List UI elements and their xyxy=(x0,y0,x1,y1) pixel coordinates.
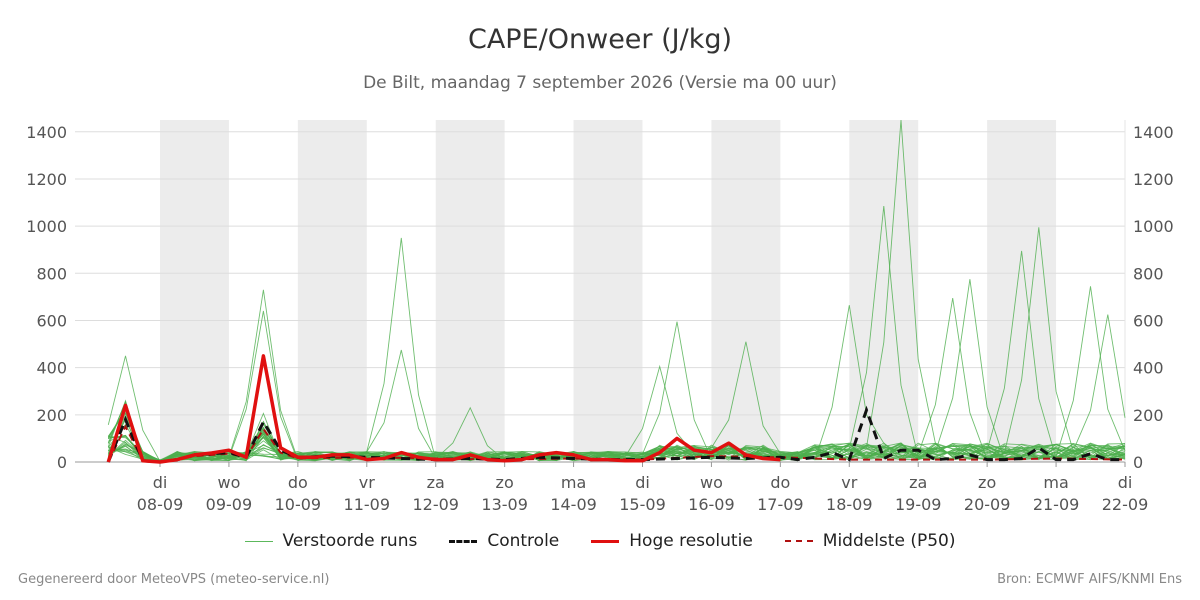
hires-swatch xyxy=(591,539,620,543)
y-tick-left: 1400 xyxy=(26,123,67,142)
x-tick-date: 08-09 xyxy=(137,495,184,514)
weekend-bands xyxy=(160,120,1057,462)
chart-subtitle: De Bilt, maandag 7 september 2026 (Versi… xyxy=(363,73,837,93)
y-tick-right: 400 xyxy=(1133,359,1164,378)
x-tick-day: wo xyxy=(217,473,240,492)
day-band xyxy=(435,120,505,462)
ensemble-run-line xyxy=(107,415,1126,462)
y-tick-left: 200 xyxy=(36,406,67,425)
ensemble-swatch xyxy=(244,540,273,542)
y-tick-right: 0 xyxy=(1133,453,1143,472)
y-tick-right: 1200 xyxy=(1133,170,1174,189)
legend-item-hires[interactable]: Hoge resolutie xyxy=(591,531,753,551)
x-tick-date: 12-09 xyxy=(412,495,459,514)
y-tick-left: 600 xyxy=(36,311,67,330)
x-tick-day: ma xyxy=(561,473,586,492)
p50-swatch xyxy=(784,540,813,542)
x-tick-date: 19-09 xyxy=(895,495,942,514)
y-tick-right: 600 xyxy=(1133,311,1164,330)
x-tick-date: 17-09 xyxy=(757,495,804,514)
legend-label-control: Controle xyxy=(487,531,560,551)
x-tick-date: 16-09 xyxy=(688,495,735,514)
x-tick-day: wo xyxy=(700,473,723,492)
x-tick-day: za xyxy=(909,473,927,492)
legend-item-control[interactable]: Controle xyxy=(449,531,559,551)
x-tick-date: 13-09 xyxy=(481,495,528,514)
tick-labels: 0 0 200 200 400 400 600 600 800 800 1000 1000 1200 12… xyxy=(26,123,1173,514)
day-band xyxy=(297,120,367,462)
y-tick-left: 1000 xyxy=(26,217,67,236)
y-tick-right: 1000 xyxy=(1133,217,1174,236)
legend-item-p50[interactable]: Middelste (P50) xyxy=(784,531,956,551)
x-tick-date: 10-09 xyxy=(275,495,322,514)
day-band xyxy=(711,120,781,462)
day-band xyxy=(573,120,643,462)
footer-generator: Gegenereerd door MeteoVPS (meteo-service… xyxy=(18,572,330,587)
x-tick-date: 11-09 xyxy=(344,495,391,514)
legend-label-p50: Middelste (P50) xyxy=(822,531,956,551)
legend-label-ensemble: Verstoorde runs xyxy=(282,531,418,551)
y-tick-left: 800 xyxy=(36,264,67,283)
x-tick-day: do xyxy=(288,473,308,492)
x-tick-day: ma xyxy=(1043,473,1068,492)
axes xyxy=(75,120,1126,467)
y-tick-left: 1200 xyxy=(26,170,67,189)
x-tick-day: vr xyxy=(841,473,857,492)
footer-source: Bron: ECMWF AIFS/KNMI Ens xyxy=(997,572,1182,587)
control-swatch xyxy=(449,539,478,543)
y-tick-right: 200 xyxy=(1133,406,1164,425)
x-tick-day: zo xyxy=(978,473,996,492)
x-tick-day: di xyxy=(153,473,168,492)
x-tick-day: do xyxy=(770,473,790,492)
y-tick-right: 800 xyxy=(1133,264,1164,283)
legend-label-hires: Hoge resolutie xyxy=(629,531,753,551)
ensemble-run-line xyxy=(108,412,1126,462)
x-tick-day: di xyxy=(635,473,650,492)
day-band xyxy=(160,120,229,462)
x-tick-date: 20-09 xyxy=(964,495,1011,514)
x-tick-day: za xyxy=(427,473,445,492)
y-tick-right: 1400 xyxy=(1133,123,1174,142)
x-tick-date: 15-09 xyxy=(619,495,666,514)
x-tick-date: 21-09 xyxy=(1033,495,1080,514)
x-tick-date: 18-09 xyxy=(826,495,873,514)
x-tick-day: di xyxy=(1118,473,1133,492)
legend-item-ensemble[interactable]: Verstoorde runs xyxy=(244,531,418,551)
y-tick-left: 400 xyxy=(36,359,67,378)
hires-line xyxy=(106,354,781,464)
x-tick-day: vr xyxy=(359,473,375,492)
day-band xyxy=(849,120,919,462)
legend: Verstoorde runs Controle Hoge resolutie … xyxy=(0,531,1200,551)
x-tick-date: 09-09 xyxy=(206,495,253,514)
y-tick-left: 0 xyxy=(57,453,67,472)
x-tick-date: 22-09 xyxy=(1102,495,1149,514)
x-tick-day: zo xyxy=(496,473,514,492)
chart-title: CAPE/Onweer (J/kg) xyxy=(467,24,732,55)
main-series xyxy=(106,354,1126,464)
day-band xyxy=(987,120,1057,462)
x-tick-date: 14-09 xyxy=(550,495,597,514)
